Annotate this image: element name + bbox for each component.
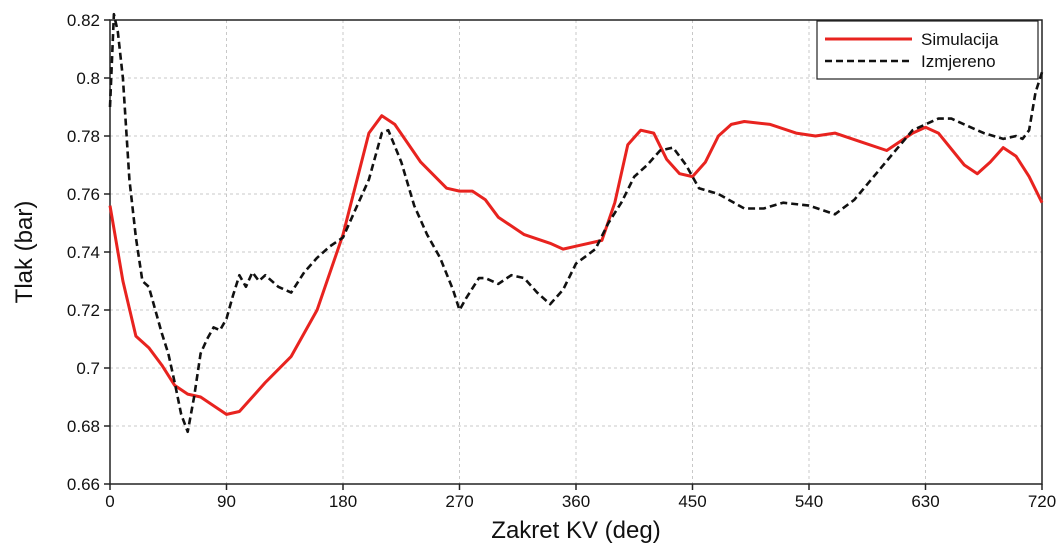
y-tick-label: 0.72 [67,301,100,320]
x-tick-label: 540 [795,492,823,511]
y-axis-title: Tlak (bar) [11,201,38,304]
y-tick-label: 0.74 [67,243,100,262]
legend: Simulacija Izmjereno [816,20,1039,80]
grid-layer [110,20,1042,484]
legend-label-simulacija: Simulacija [921,30,999,49]
y-tick-label: 0.78 [67,127,100,146]
y-tick-label: 0.8 [76,69,100,88]
y-tick-label: 0.66 [67,475,100,494]
y-tick-label: 0.7 [76,359,100,378]
x-tick-label: 450 [678,492,706,511]
x-tick-label: 270 [445,492,473,511]
x-axis-title: Zakret KV (deg) [491,517,660,544]
y-tick-label: 0.76 [67,185,100,204]
x-tick-label: 90 [217,492,236,511]
x-tick-label: 630 [911,492,939,511]
tick-layer: 0 90 180 270 360 450 540 630 720 0.66 0.68 0.7 0.72 0… [67,11,1056,511]
legend-label-izmjereno: Izmjereno [921,52,996,71]
y-tick-label: 0.68 [67,417,100,436]
series-layer [108,12,1044,434]
x-tick-label: 720 [1028,492,1056,511]
x-tick-label: 360 [562,492,590,511]
x-tick-label: 0 [105,492,114,511]
y-tick-label: 0.82 [67,11,100,30]
x-tick-label: 180 [329,492,357,511]
legend-box [816,20,1039,80]
series-line-izmjereno [108,12,1044,434]
